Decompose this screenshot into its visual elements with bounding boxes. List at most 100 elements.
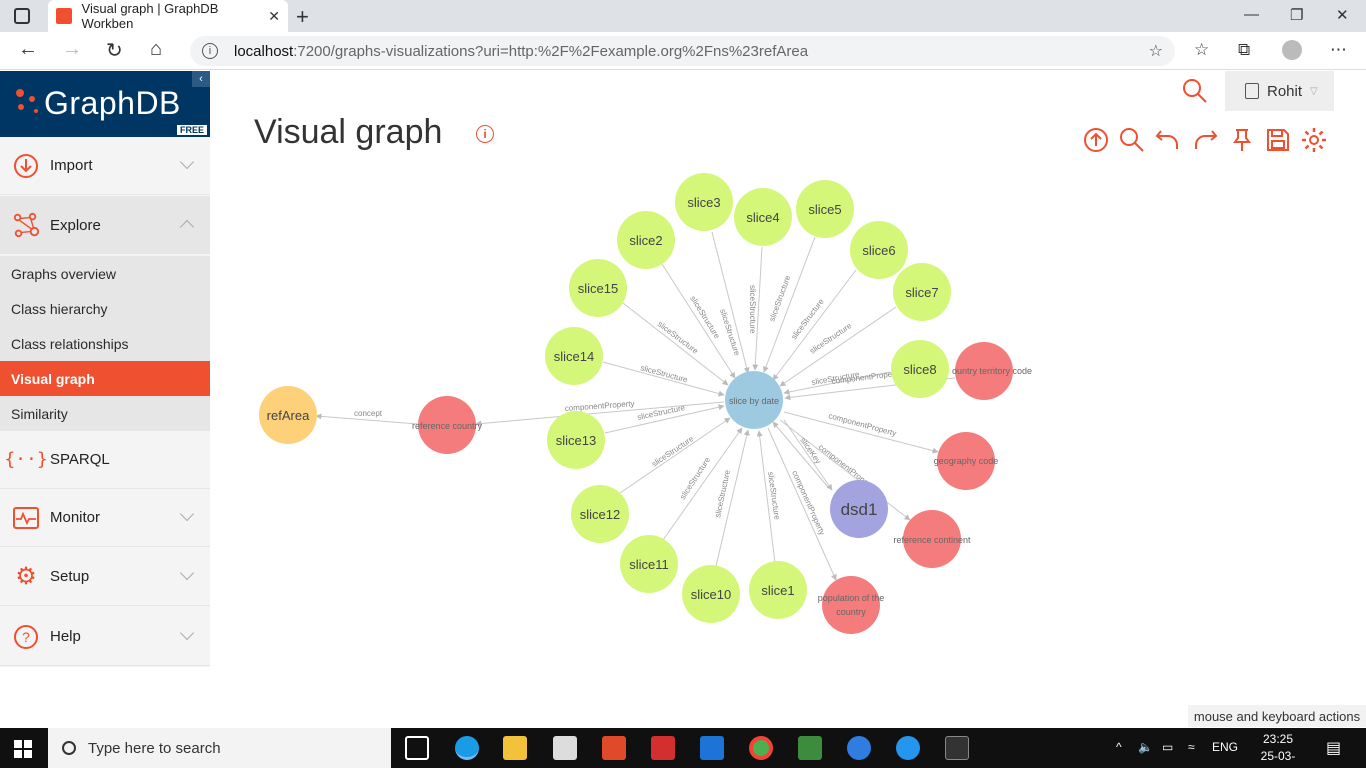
- menu-help[interactable]: ? Help: [0, 608, 210, 666]
- node-geography-code[interactable]: [937, 432, 995, 490]
- node-slice5[interactable]: [796, 180, 854, 238]
- user-menu-button[interactable]: Rohit ▽: [1225, 71, 1334, 111]
- notifications-icon[interactable]: ▤: [1326, 740, 1342, 757]
- menu-monitor[interactable]: Monitor: [0, 489, 210, 547]
- node-label: slice7: [905, 285, 938, 300]
- sidebar: GraphDB FREE ‹ Import Explore Graphs ove…: [0, 71, 210, 667]
- forward-icon[interactable]: →: [62, 38, 82, 60]
- node-reference-continent[interactable]: [903, 510, 961, 568]
- node-reference-country[interactable]: [418, 396, 476, 454]
- sub-graphs-overview[interactable]: Graphs overview: [11, 265, 117, 282]
- node-slice3[interactable]: [675, 173, 733, 231]
- chrome-icon[interactable]: [749, 736, 773, 760]
- collections-icon[interactable]: ⧉: [1238, 40, 1251, 59]
- wifi-icon[interactable]: ≈: [1188, 740, 1195, 754]
- graphdb-logo[interactable]: GraphDB FREE ‹: [0, 71, 210, 137]
- node-label: reference continent: [893, 535, 971, 545]
- mouse-keyboard-actions-link[interactable]: mouse and keyboard actions: [1188, 705, 1366, 727]
- clock[interactable]: 23:25 25-03-2021: [1248, 731, 1308, 782]
- more-menu-icon[interactable]: ⋯: [1330, 40, 1347, 59]
- brand-name: GraphDB: [44, 85, 181, 121]
- node-refarea[interactable]: [259, 386, 317, 444]
- pin-icon[interactable]: [1229, 127, 1255, 153]
- docker-icon[interactable]: [896, 736, 920, 760]
- sub-class-hierarchy[interactable]: Class hierarchy: [11, 300, 108, 317]
- app-icon[interactable]: [602, 736, 626, 760]
- sub-similarity[interactable]: Similarity: [11, 405, 68, 422]
- menu-explore[interactable]: Explore: [0, 196, 210, 254]
- browser-tabbar: Visual graph | GraphDB Workben ✕ + — ❐ ✕: [0, 0, 1366, 32]
- search-icon: [62, 741, 76, 755]
- back-icon[interactable]: ←: [18, 38, 38, 60]
- chevron-down-icon: ▽: [1310, 85, 1318, 97]
- chart-app-icon[interactable]: [798, 736, 822, 760]
- volume-icon[interactable]: 🔈: [1138, 740, 1153, 754]
- menu-sparql[interactable]: {··} SPARQL: [0, 431, 210, 489]
- node-population-of-the-country[interactable]: [822, 576, 880, 634]
- site-info-icon[interactable]: i: [202, 43, 218, 59]
- address-bar[interactable]: i localhost:7200/graphs-visualizations?u…: [190, 36, 1175, 66]
- internet-explorer-icon[interactable]: [847, 736, 871, 760]
- node-dsd1[interactable]: [830, 480, 888, 538]
- new-tab-icon[interactable]: +: [296, 4, 309, 29]
- tray-chevron-icon[interactable]: ^: [1116, 740, 1122, 754]
- node-slice-by-date[interactable]: [725, 371, 783, 429]
- favorites-icon[interactable]: ☆: [1194, 40, 1210, 59]
- edge-label: sliceStructure: [688, 294, 722, 340]
- global-search-icon[interactable]: [1182, 78, 1208, 109]
- node-label: slice8: [903, 362, 936, 377]
- settings-icon[interactable]: [1301, 127, 1327, 153]
- language-indicator[interactable]: ENG: [1212, 740, 1239, 754]
- node-slice8[interactable]: [891, 340, 949, 398]
- page-title: Visual graph: [254, 113, 443, 151]
- node-slice1[interactable]: [749, 561, 807, 619]
- node-slice4[interactable]: [734, 188, 792, 246]
- tab-actions-icon[interactable]: [14, 8, 30, 24]
- node-slice11[interactable]: [620, 535, 678, 593]
- browser-tab[interactable]: Visual graph | GraphDB Workben ✕: [48, 0, 288, 32]
- browser-toolbar: ← → ↻ ⌂ i localhost:7200/graphs-visualiz…: [0, 32, 1366, 70]
- node-slice6[interactable]: [850, 221, 908, 279]
- graph-canvas[interactable]: sliceStructure sliceStructure sliceStruc…: [210, 150, 1366, 710]
- sub-visual-graph[interactable]: Visual graph: [0, 361, 210, 396]
- window-close-icon[interactable]: ✕: [1336, 7, 1349, 24]
- edge-browser-icon[interactable]: [455, 736, 479, 760]
- node-slice14[interactable]: [545, 327, 603, 385]
- node-slice2[interactable]: [617, 211, 675, 269]
- node-slice13[interactable]: [547, 411, 605, 469]
- edge: [779, 419, 911, 521]
- info-icon[interactable]: i: [476, 125, 494, 143]
- export-icon[interactable]: [1083, 127, 1109, 153]
- store-icon[interactable]: [553, 736, 577, 760]
- redo-icon[interactable]: [1192, 127, 1218, 153]
- restore-icon[interactable]: ❐: [1290, 7, 1304, 24]
- node-slice7[interactable]: [893, 263, 951, 321]
- menu-import[interactable]: Import: [0, 137, 210, 195]
- reader-icon[interactable]: [651, 736, 675, 760]
- home-icon[interactable]: ⌂: [150, 38, 163, 60]
- add-favorite-icon[interactable]: ☆: [1148, 43, 1163, 60]
- edge: [767, 427, 837, 581]
- task-view-icon[interactable]: [405, 736, 429, 760]
- node-slice12[interactable]: [571, 485, 629, 543]
- save-icon[interactable]: [1265, 127, 1291, 153]
- minimize-icon[interactable]: —: [1244, 6, 1259, 23]
- profile-avatar[interactable]: [1282, 40, 1302, 60]
- menu-setup[interactable]: ⚙ Setup: [0, 548, 210, 606]
- node-slice10[interactable]: [682, 565, 740, 623]
- file-explorer-icon[interactable]: [503, 736, 527, 760]
- mail-icon[interactable]: [700, 736, 724, 760]
- battery-icon[interactable]: ▭: [1162, 740, 1174, 754]
- search-icon[interactable]: [1119, 127, 1145, 153]
- repository-icon: [1245, 83, 1259, 99]
- terminal-icon[interactable]: [945, 736, 969, 760]
- reload-icon[interactable]: ↻: [106, 40, 123, 62]
- node-slice15[interactable]: [569, 259, 627, 317]
- sub-class-relationships[interactable]: Class relationships: [11, 335, 129, 352]
- node-country-territory-code[interactable]: [955, 342, 1013, 400]
- tab-close-icon[interactable]: ✕: [268, 7, 280, 24]
- undo-icon[interactable]: [1155, 127, 1181, 153]
- taskbar-search[interactable]: Type here to search: [48, 728, 391, 768]
- windows-start-icon[interactable]: [14, 740, 32, 758]
- collapse-sidebar-icon[interactable]: ‹: [192, 71, 210, 87]
